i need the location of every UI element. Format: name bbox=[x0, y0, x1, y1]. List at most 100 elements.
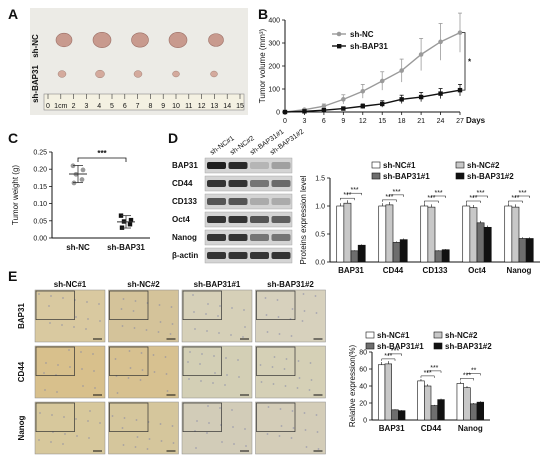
d-legend-swatch bbox=[455, 172, 465, 180]
ihc-nucleus-dot bbox=[85, 328, 87, 330]
ihc-nucleus-dot bbox=[245, 445, 247, 447]
ihc-nucleus-dot bbox=[172, 442, 175, 444]
ihc-nucleus-dot bbox=[278, 435, 281, 437]
ihc-zoom-inset bbox=[35, 290, 75, 320]
ruler-number: 2 bbox=[72, 103, 76, 110]
b-legend-label-sh-bap31: sh-BAP31 bbox=[350, 42, 388, 51]
d-legend-swatch bbox=[455, 161, 465, 169]
ihc-nucleus-dot bbox=[212, 382, 214, 384]
b-point-sh-nc bbox=[457, 30, 463, 35]
panel-b-letter: B bbox=[258, 6, 269, 22]
ihc-nucleus-dot bbox=[244, 428, 246, 430]
e-x-tick-label: CD44 bbox=[421, 424, 442, 433]
ihc-nucleus-dot bbox=[94, 387, 96, 389]
e-bar bbox=[430, 405, 438, 421]
ruler-number: 14 bbox=[223, 103, 231, 110]
ihc-nucleus-dot bbox=[38, 439, 40, 441]
ihc-nucleus-dot bbox=[69, 366, 71, 368]
ruler-number: 6 bbox=[123, 103, 127, 110]
d-bar bbox=[350, 250, 359, 263]
e-x-tick-label: Nanog bbox=[458, 424, 483, 433]
ihc-nucleus-dot bbox=[43, 372, 45, 374]
ihc-micrograph bbox=[108, 289, 179, 343]
ihc-nucleus-dot bbox=[111, 415, 114, 417]
ihc-nucleus-dot bbox=[225, 357, 227, 359]
blot-band bbox=[228, 216, 248, 223]
d-bar bbox=[420, 205, 429, 263]
c-significance-label: *** bbox=[97, 149, 107, 158]
d-sig-bracket bbox=[347, 192, 362, 196]
ihc-nucleus-dot bbox=[164, 356, 167, 358]
e-significance-label: ** bbox=[471, 367, 477, 374]
b-x-tick-label: 27 bbox=[456, 118, 464, 125]
d-bar bbox=[476, 222, 485, 263]
tumor-sh-bap31 bbox=[133, 70, 143, 78]
e-bar bbox=[398, 410, 406, 421]
ihc-nucleus-dot bbox=[169, 333, 172, 335]
blot-band bbox=[271, 162, 291, 169]
d-sig-bracket bbox=[389, 194, 404, 197]
e-legend-swatch bbox=[365, 342, 375, 350]
tumor-sh-bap31 bbox=[57, 70, 67, 78]
blot-row-label: CD133 bbox=[172, 197, 197, 206]
b-sig-bracket bbox=[462, 32, 466, 91]
ihc-nucleus-dot bbox=[123, 417, 126, 419]
ihc-nucleus-dot bbox=[244, 326, 246, 328]
tumor-sh-bap31 bbox=[210, 70, 218, 78]
d-x-tick-label: Oct4 bbox=[468, 266, 486, 275]
ihc-nucleus-dot bbox=[226, 374, 228, 376]
b-y-tick-label: 0 bbox=[276, 110, 280, 117]
ihc-micrograph bbox=[34, 401, 106, 455]
e-sig-bracket bbox=[420, 375, 435, 378]
ihc-nucleus-dot bbox=[213, 355, 215, 357]
e-significance-label: *** bbox=[391, 348, 399, 355]
d-legend-label: sh-NC#1 bbox=[383, 161, 416, 170]
d-x-tick-label: CD133 bbox=[423, 266, 448, 275]
e-bar bbox=[417, 380, 425, 421]
b-y-axis-label: Tumor volume (mm³) bbox=[258, 28, 267, 103]
ihc-nucleus-dot bbox=[219, 407, 221, 409]
ihc-nucleus-dot bbox=[271, 366, 274, 368]
d-sig-bracket bbox=[515, 195, 530, 198]
ihc-zoom-inset bbox=[182, 346, 222, 376]
c-y-tick-label: 0.00 bbox=[33, 236, 47, 243]
e-y-tick-label: 60 bbox=[359, 367, 367, 374]
ihc-zoom-inset bbox=[109, 290, 149, 320]
ihc-nucleus-dot bbox=[315, 414, 318, 416]
ihc-nucleus-dot bbox=[283, 368, 286, 370]
e-bar bbox=[470, 403, 478, 421]
ihc-nucleus-dot bbox=[285, 358, 288, 360]
ihc-column-label: sh-BAP31#1 bbox=[194, 280, 241, 289]
ihc-nucleus-dot bbox=[296, 387, 299, 389]
blot-band bbox=[250, 198, 269, 205]
e-bar bbox=[384, 363, 392, 421]
ihc-nucleus-dot bbox=[207, 405, 209, 407]
ihc-nucleus-dot bbox=[301, 320, 304, 322]
ihc-nucleus-dot bbox=[208, 422, 210, 424]
d-bar bbox=[511, 206, 520, 263]
blot-row-label: CD44 bbox=[172, 179, 193, 188]
e-bar bbox=[377, 364, 386, 421]
e-y-tick-label: 40 bbox=[359, 384, 367, 391]
ihc-zoom-inset bbox=[256, 346, 296, 376]
e-sig-bracket bbox=[460, 378, 474, 381]
ihc-nucleus-dot bbox=[141, 369, 144, 371]
ihc-nucleus-dot bbox=[201, 353, 203, 355]
d-significance-label: *** bbox=[469, 195, 477, 202]
ihc-nucleus-dot bbox=[298, 377, 301, 379]
blot-band bbox=[207, 252, 226, 259]
ihc-nucleus-dot bbox=[314, 295, 317, 297]
ihc-nucleus-dot bbox=[218, 332, 220, 334]
ihc-nucleus-dot bbox=[194, 328, 196, 330]
b-x-tick-label: 6 bbox=[322, 118, 326, 125]
b-point-sh-bap31 bbox=[380, 101, 385, 107]
ihc-nucleus-dot bbox=[145, 329, 148, 331]
d-sig-bracket bbox=[508, 200, 523, 203]
blot-band bbox=[228, 198, 248, 205]
ihc-nucleus-dot bbox=[120, 308, 123, 310]
ihc-nucleus-dot bbox=[260, 381, 263, 383]
e-legend-label: sh-NC#1 bbox=[377, 331, 410, 340]
ihc-nucleus-dot bbox=[92, 353, 94, 355]
e-legend-swatch bbox=[433, 331, 443, 339]
ihc-nucleus-dot bbox=[196, 420, 198, 422]
